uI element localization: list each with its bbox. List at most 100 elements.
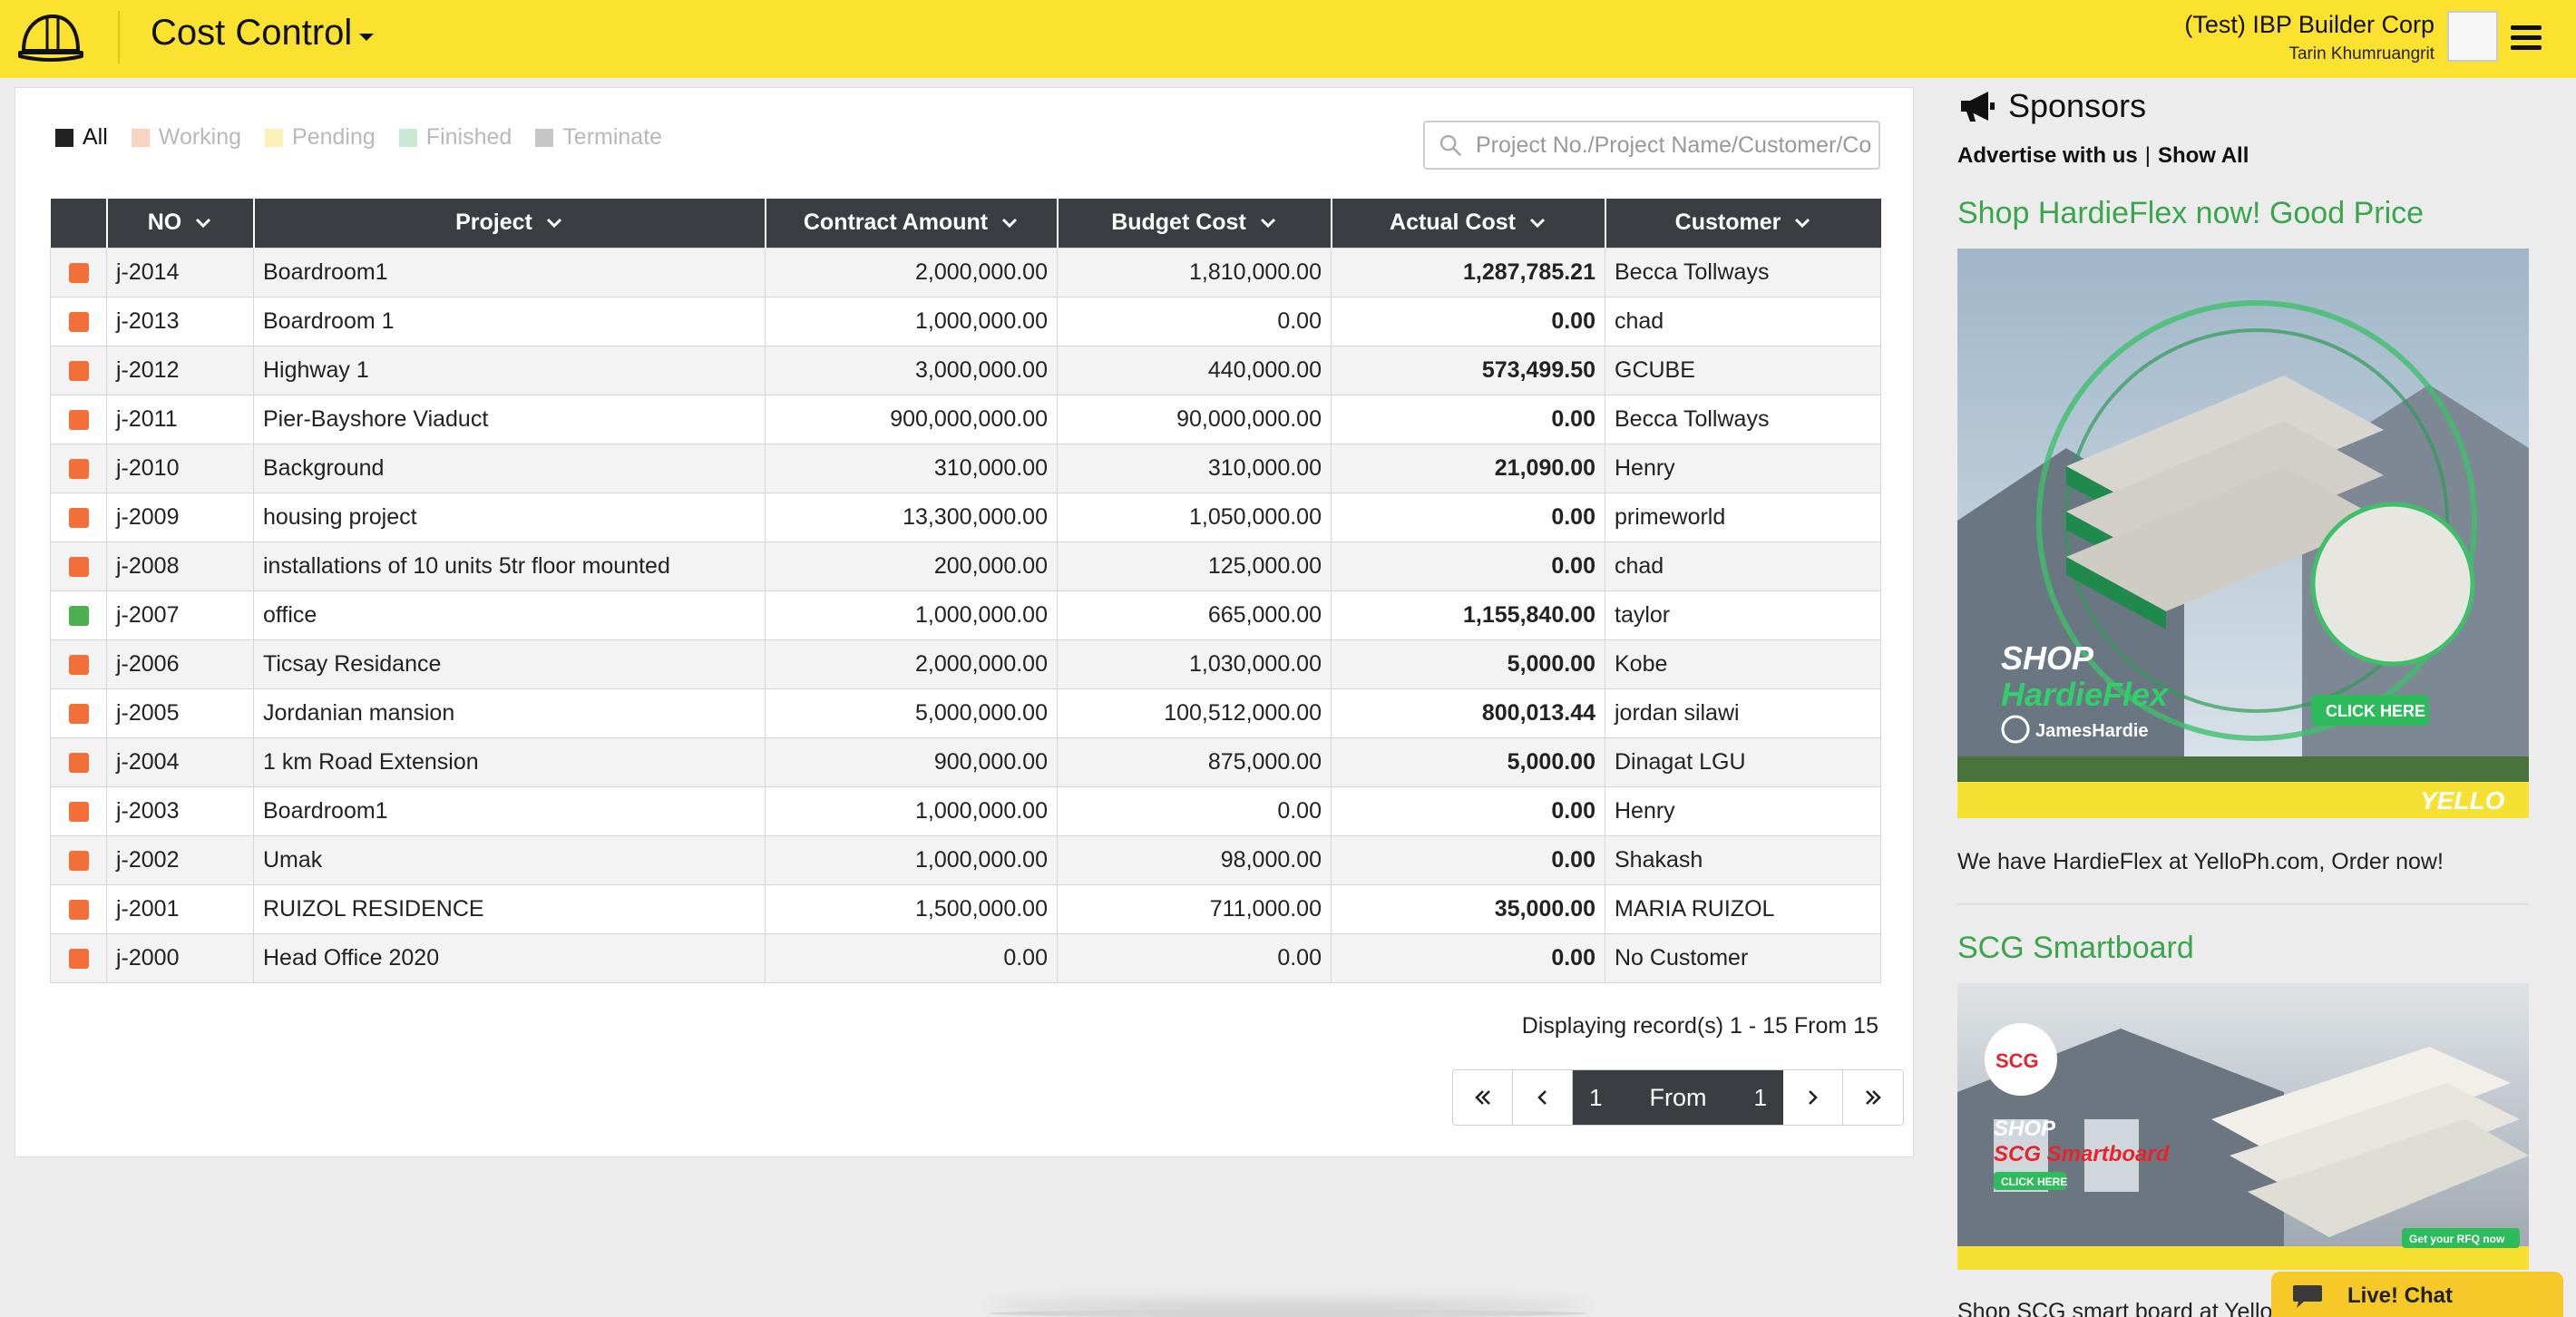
- sponsors-heading: Sponsors: [1957, 87, 2146, 125]
- table-row[interactable]: j-2014 Boardroom1 2,000,000.00 1,810,000.00…: [50, 247, 1881, 298]
- hardieflex-ad-image[interactable]: SHOP HardieFlex JamesHardie CLICK HERE Y…: [1957, 249, 2529, 818]
- filter-all[interactable]: All: [55, 124, 108, 151]
- hamburger-menu-icon[interactable]: [2511, 25, 2542, 51]
- status-dot: [68, 899, 89, 920]
- status-indicator: [50, 247, 107, 298]
- hardhat-logo-icon[interactable]: [16, 11, 85, 65]
- ad-title-hardieflex[interactable]: Shop HardieFlex now! Good Price: [1957, 196, 2425, 230]
- prev-page-button[interactable]: [1513, 1070, 1573, 1125]
- filter-working[interactable]: Working: [131, 124, 241, 151]
- live-chat-button[interactable]: Live! Chat: [2271, 1272, 2563, 1317]
- table-row[interactable]: j-2006 Ticsay Residance 2,000,000.00 1,030,…: [50, 639, 1881, 689]
- last-page-button[interactable]: [1842, 1070, 1903, 1125]
- cell-actual: 573,499.50: [1331, 345, 1605, 395]
- cell-no: j-2008: [106, 541, 254, 591]
- top-bar: Cost Control (Test) IBP Builder Corp Tar…: [0, 0, 2576, 78]
- col-budget-header[interactable]: Budget Cost: [1057, 199, 1332, 248]
- table-row[interactable]: j-2008 installations of 10 units 5tr floo…: [50, 541, 1881, 591]
- cell-budget: 90,000,000.00: [1057, 394, 1332, 444]
- status-dot: [68, 850, 89, 871]
- live-chat-label: Live! Chat: [2347, 1283, 2454, 1308]
- avatar[interactable]: [2447, 11, 2498, 62]
- filter-terminate[interactable]: Terminate: [535, 124, 662, 151]
- first-page-button[interactable]: [1453, 1070, 1513, 1125]
- cell-project: Jordanian mansion: [253, 688, 766, 738]
- table-row[interactable]: j-2004 1 km Road Extension 900,000.00 875,0…: [50, 737, 1881, 787]
- current-page[interactable]: 1: [1589, 1083, 1603, 1111]
- cell-customer: jordan silawi: [1605, 688, 1881, 738]
- chevron-down-icon: [196, 218, 211, 228]
- col-project-header[interactable]: Project: [253, 199, 766, 248]
- cell-no: j-2001: [106, 883, 254, 934]
- company-info: (Test) IBP Builder Corp Tarin Khumruangr…: [2184, 11, 2435, 64]
- status-indicator: [50, 834, 107, 885]
- caret-down-icon: [359, 33, 375, 41]
- cell-budget: 711,000.00: [1057, 883, 1332, 934]
- filter-pending[interactable]: Pending: [265, 124, 376, 151]
- sponsors-title: Sponsors: [2008, 87, 2147, 124]
- scg-ad-image[interactable]: SCG SHOP SCG Smartboard CLICK HERE Get y…: [1957, 983, 2529, 1270]
- cell-actual: 0.00: [1331, 541, 1605, 591]
- table-row[interactable]: j-2001 RUIZOL RESIDENCE 1,500,000.00 711,00…: [50, 883, 1881, 934]
- table-row[interactable]: j-2005 Jordanian mansion 5,000,000.00 100,5…: [50, 688, 1881, 738]
- cell-no: j-2013: [106, 296, 254, 346]
- cell-budget: 310,000.00: [1057, 443, 1332, 493]
- chevron-down-icon: [546, 218, 561, 228]
- cell-contract: 200,000.00: [765, 541, 1058, 591]
- cell-no: j-2004: [106, 737, 254, 787]
- user-name: Tarin Khumruangrit: [2288, 44, 2435, 63]
- col-customer-header[interactable]: Customer: [1605, 199, 1881, 248]
- table-row[interactable]: j-2003 Boardroom1 1,000,000.00 0.00 0.00 Henr…: [50, 785, 1881, 836]
- cell-no: j-2003: [106, 785, 254, 836]
- search-input[interactable]: [1476, 132, 1875, 159]
- next-page-button[interactable]: [1782, 1070, 1843, 1125]
- table-row[interactable]: j-2012 Highway 1 3,000,000.00 440,000.00 573…: [50, 345, 1881, 395]
- col-contract-label: Contract Amount: [803, 210, 989, 236]
- col-actual-header[interactable]: Actual Cost: [1331, 199, 1606, 248]
- cell-no: j-2011: [106, 394, 254, 444]
- table-row[interactable]: j-2007 office 1,000,000.00 665,000.00 1,155,…: [50, 590, 1881, 640]
- table-row[interactable]: j-2000 Head Office 2020 0.00 0.00 0.00 No Cus…: [50, 932, 1881, 983]
- show-all-link[interactable]: Show All: [2157, 143, 2249, 168]
- cell-contract: 0.00: [765, 932, 1058, 983]
- status-dot: [68, 654, 89, 675]
- filter-terminate-label: Terminate: [562, 124, 663, 150]
- cell-customer: Becca Tollways: [1605, 247, 1881, 298]
- app-title-dropdown[interactable]: Cost Control: [151, 13, 375, 54]
- status-indicator: [50, 737, 107, 787]
- cell-project: Ticsay Residance: [253, 639, 766, 689]
- ad-title-scg[interactable]: SCG Smartboard: [1957, 931, 2194, 965]
- header-divider: [118, 11, 120, 63]
- chevron-down-icon: [1529, 218, 1546, 228]
- status-dot: [68, 507, 89, 528]
- filter-finished[interactable]: Finished: [398, 124, 512, 151]
- page-indicator: 1 From 1: [1573, 1070, 1783, 1125]
- cell-actual: 21,090.00: [1331, 443, 1605, 493]
- ad2-rfq-text: Get your RFQ now: [2409, 1233, 2505, 1245]
- cell-actual: 1,287,785.21: [1331, 247, 1605, 298]
- cell-contract: 2,000,000.00: [765, 247, 1058, 298]
- pagination: 1 From 1: [1452, 1069, 1904, 1126]
- col-contract-header[interactable]: Contract Amount: [765, 199, 1059, 248]
- status-filters: All Working Pending Finished Terminate: [55, 124, 662, 151]
- cell-customer: Becca Tollways: [1605, 394, 1881, 444]
- cell-project: 1 km Road Extension: [253, 737, 766, 787]
- chevron-left-icon: [1537, 1090, 1547, 1105]
- table-row[interactable]: j-2010 Background 310,000.00 310,000.00 21,0…: [50, 443, 1881, 493]
- status-dot: [68, 801, 89, 822]
- cell-project: Highway 1: [253, 345, 766, 395]
- cell-budget: 1,050,000.00: [1057, 492, 1332, 542]
- table-row[interactable]: j-2009 housing project 13,300,000.00 1,050,…: [50, 492, 1881, 542]
- cell-no: j-2002: [106, 834, 254, 885]
- chat-bubble-icon: [2293, 1285, 2322, 1308]
- filter-all-swatch: [55, 128, 73, 147]
- cell-budget: 0.00: [1057, 296, 1332, 346]
- status-dot: [68, 409, 89, 430]
- table-row[interactable]: j-2002 Umak 1,000,000.00 98,000.00 0.00 Shaka…: [50, 834, 1881, 885]
- table-row[interactable]: j-2011 Pier-Bayshore Viaduct 900,000,000.0…: [50, 394, 1881, 444]
- status-dot: [68, 605, 89, 626]
- advertise-link[interactable]: Advertise with us: [1957, 143, 2138, 168]
- col-no-header[interactable]: NO: [106, 199, 255, 248]
- ad-product-text: HardieFlex: [2001, 676, 2170, 713]
- table-row[interactable]: j-2013 Boardroom 1 1,000,000.00 0.00 0.00 cha…: [50, 296, 1881, 346]
